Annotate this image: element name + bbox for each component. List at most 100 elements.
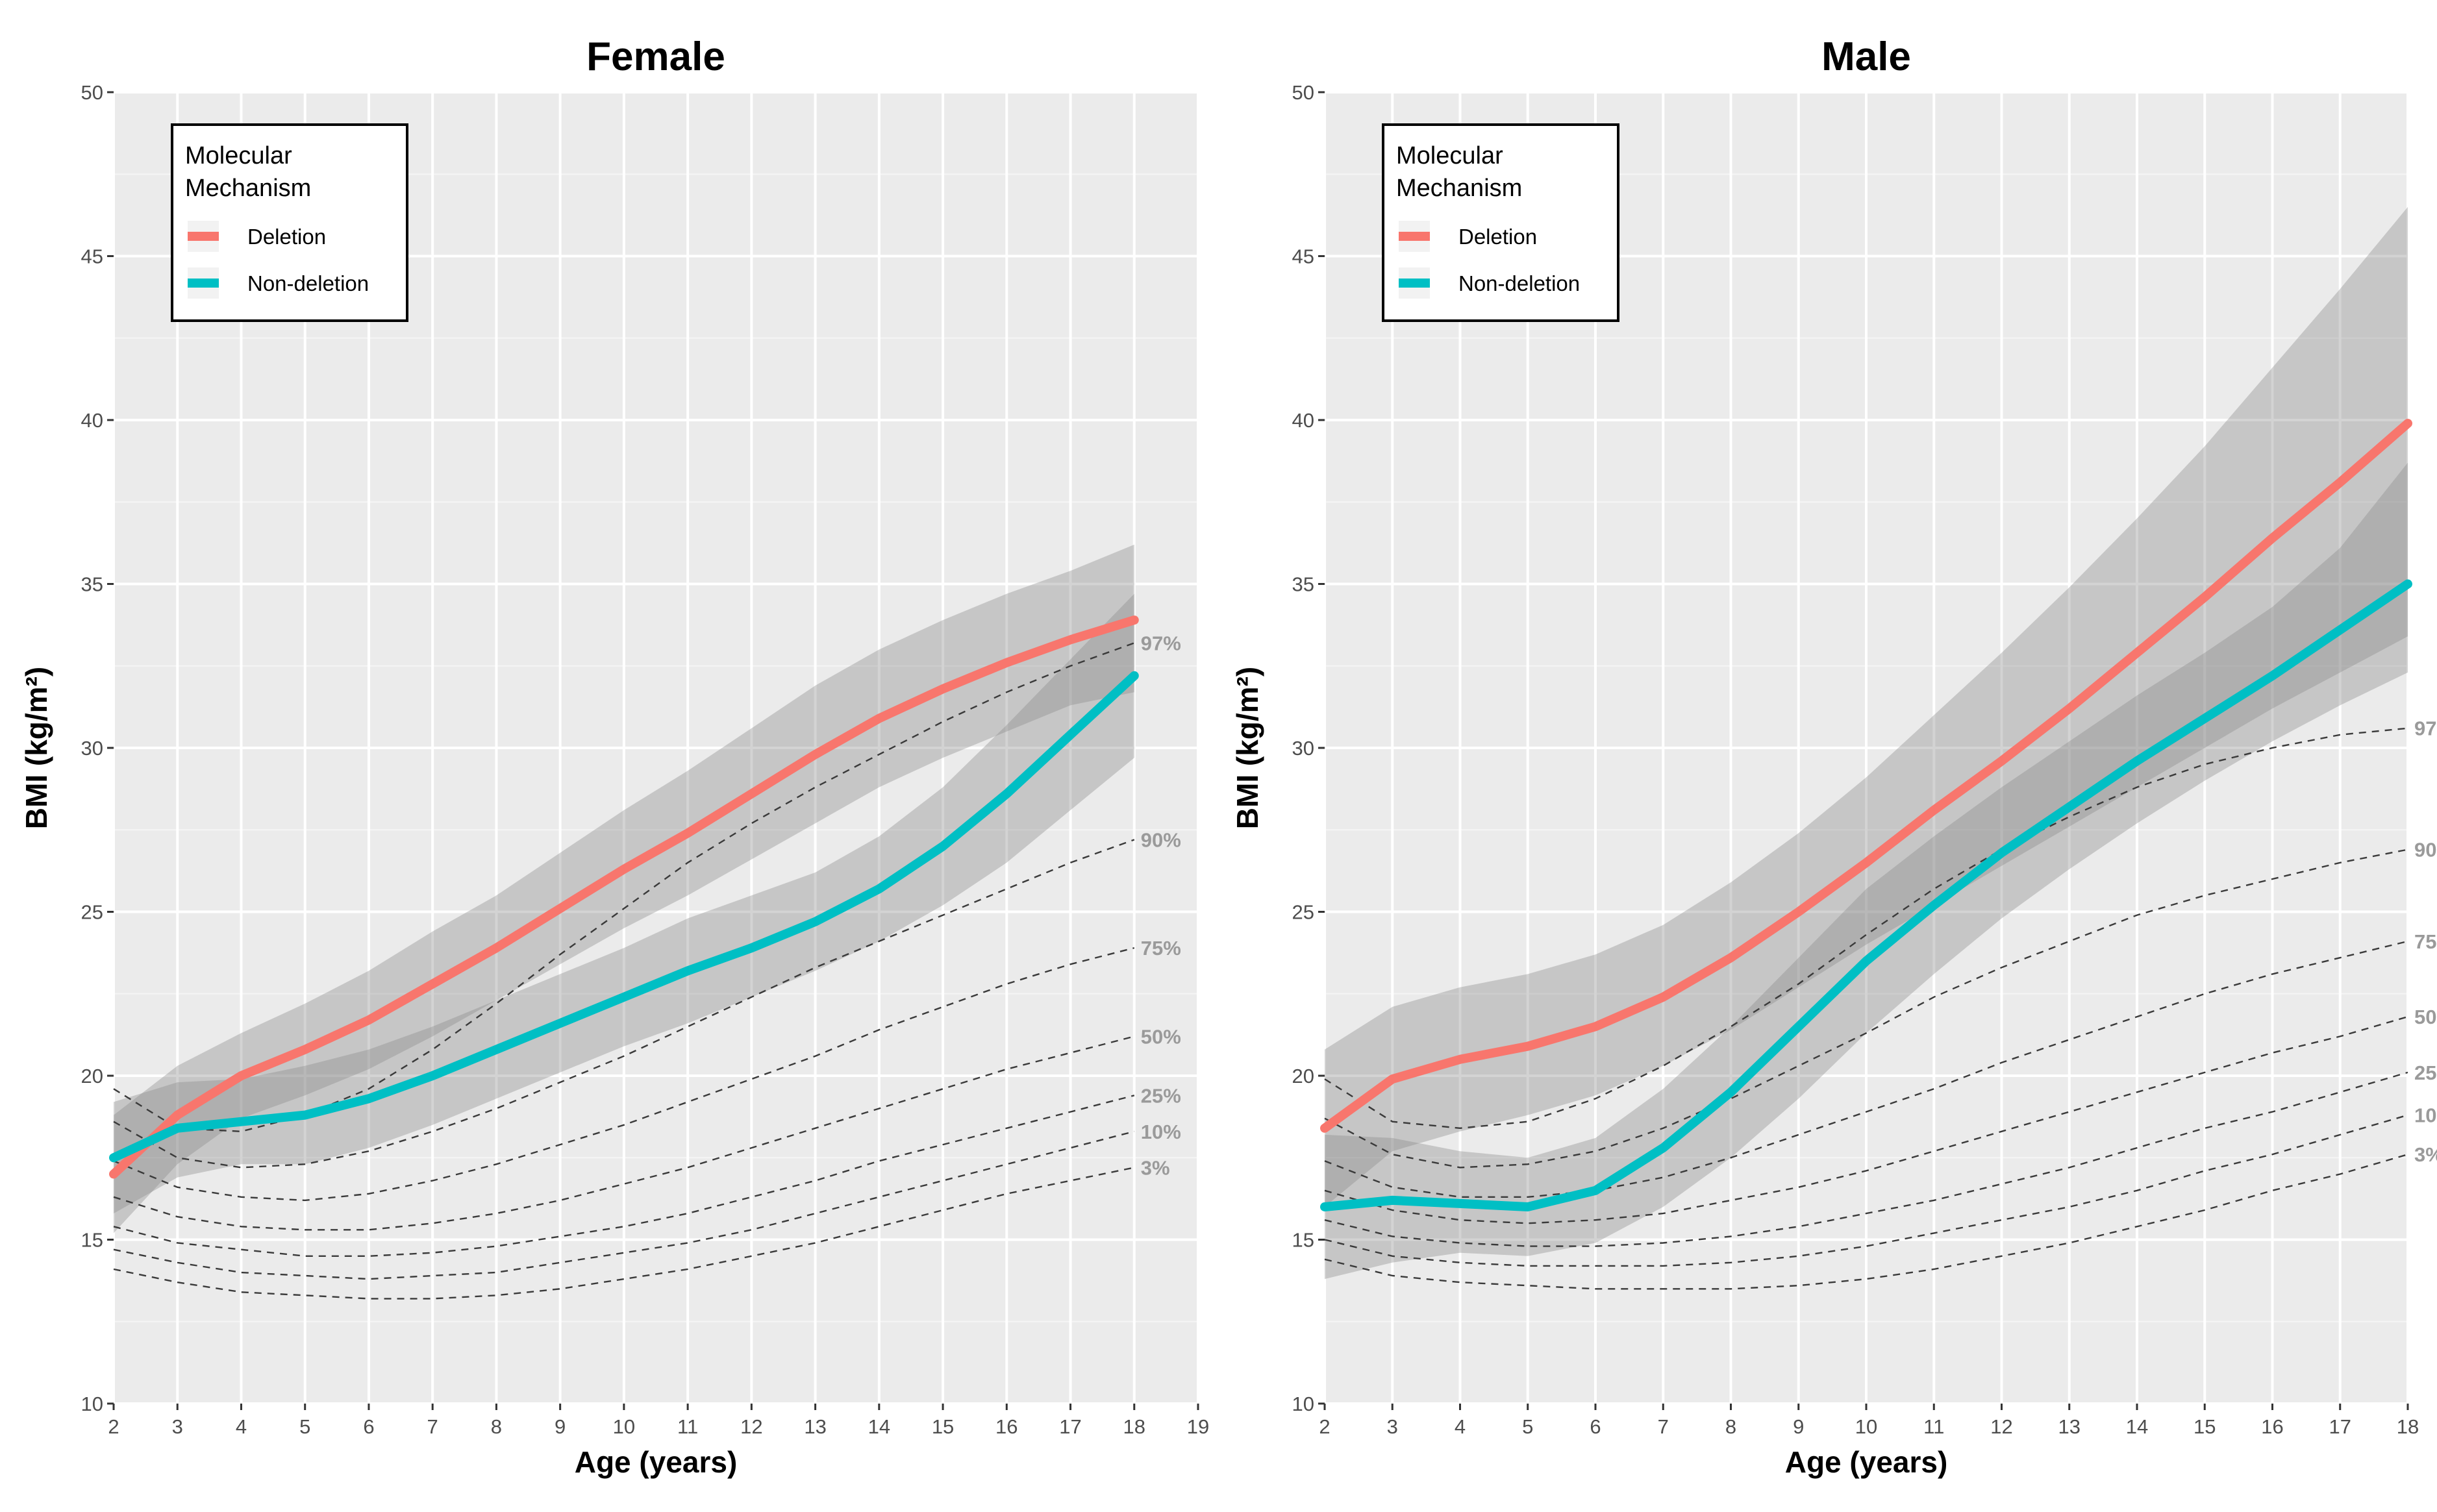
percentile-label: 97%: [2414, 717, 2437, 740]
y-tick-label: 15: [81, 1229, 103, 1252]
chart-panel-male: 97%90%75%50%25%10%3%10152025303540455023…: [1231, 34, 2437, 1479]
ci-band-deletion: [1325, 206, 2408, 1207]
percentile-curve: [113, 1095, 1135, 1258]
legend-label: Non-deletion: [1458, 271, 1580, 295]
x-tick-label: 12: [1990, 1415, 2012, 1438]
percentile-label: 50%: [2414, 1006, 2437, 1028]
x-tick-label: 14: [868, 1415, 890, 1438]
x-axis-title: Age (years): [575, 1445, 738, 1479]
legend-title: Mechanism: [185, 175, 311, 202]
y-tick-label: 45: [1292, 245, 1314, 268]
ci-band-non-deletion: [1325, 462, 2408, 1280]
x-tick-label: 15: [2193, 1415, 2216, 1438]
legend: Molecular Mechanism Deletion Non-deletion: [1382, 123, 1619, 322]
legend-label: Deletion: [1458, 225, 1537, 249]
y-tick-label: 50: [1292, 81, 1314, 104]
x-axis-title: Age (years): [1785, 1445, 1948, 1479]
y-tick-label: 15: [1292, 1229, 1314, 1252]
percentile-curve: [1324, 940, 2408, 1198]
y-tick-label: 45: [81, 245, 103, 268]
legend-title: Molecular: [1396, 142, 1503, 169]
series-line-deletion: [109, 615, 1139, 1179]
y-tick-label: 30: [81, 737, 103, 760]
percentile-curve: [113, 839, 1135, 1169]
chart-title: Male: [1821, 34, 1911, 79]
x-tick-label: 18: [1123, 1415, 1145, 1438]
x-tick-label: 19: [1187, 1415, 1209, 1438]
x-tick-label: 7: [427, 1415, 438, 1438]
percentile-label: 25%: [1141, 1084, 1181, 1107]
x-tick-label: 4: [1455, 1415, 1466, 1438]
percentile-label: 3%: [1141, 1156, 1170, 1179]
x-tick-label: 17: [1059, 1415, 1081, 1438]
percentile-curve: [113, 947, 1135, 1202]
x-tick-label: 10: [613, 1415, 635, 1438]
x-tick-label: 13: [804, 1415, 826, 1438]
percentile-curve: [1324, 1114, 2408, 1267]
y-tick-label: 10: [1292, 1393, 1314, 1415]
x-tick-label: 8: [1725, 1415, 1736, 1438]
percentile-curve: [113, 1035, 1135, 1231]
y-tick-label: 30: [1292, 737, 1314, 760]
x-tick-label: 5: [299, 1415, 310, 1438]
percentile-label: 90%: [2414, 839, 2437, 861]
percentile-label: 25%: [2414, 1061, 2437, 1084]
percentile-curve: [113, 1130, 1135, 1280]
y-tick-label: 40: [1292, 409, 1314, 432]
y-axis-title: BMI (kg/m²): [19, 667, 53, 829]
percentile-curve: [1324, 1071, 2408, 1247]
x-tick-label: 2: [1319, 1415, 1330, 1438]
x-tick-label: 3: [1387, 1415, 1398, 1438]
x-tick-label: 10: [1855, 1415, 1877, 1438]
x-tick-label: 11: [1923, 1415, 1944, 1438]
y-tick-label: 20: [81, 1065, 103, 1087]
legend-title: Mechanism: [1396, 175, 1522, 202]
x-tick-label: 11: [677, 1415, 698, 1438]
y-tick-label: 10: [81, 1393, 103, 1415]
x-tick-label: 9: [1793, 1415, 1804, 1438]
x-tick-label: 5: [1522, 1415, 1533, 1438]
x-tick-label: 9: [555, 1415, 566, 1438]
x-tick-label: 18: [2397, 1415, 2419, 1438]
x-tick-label: 6: [1590, 1415, 1601, 1438]
x-tick-label: 7: [1658, 1415, 1669, 1438]
y-tick-label: 40: [81, 409, 103, 432]
ci-band-non-deletion: [114, 593, 1134, 1214]
y-tick-label: 35: [81, 573, 103, 596]
percentile-label: 90%: [1141, 828, 1181, 851]
series-line-non-deletion: [1320, 579, 2412, 1211]
x-tick-label: 12: [740, 1415, 762, 1438]
x-tick-label: 2: [108, 1415, 119, 1438]
percentile-label: 97%: [1141, 632, 1181, 654]
percentile-label: 75%: [1141, 937, 1181, 960]
x-tick-label: 3: [172, 1415, 183, 1438]
percentile-label: 10%: [1141, 1121, 1181, 1143]
legend: Molecular Mechanism Deletion Non-deletion: [171, 123, 408, 322]
y-tick-label: 50: [81, 81, 103, 104]
x-tick-label: 6: [363, 1415, 374, 1438]
x-tick-label: 8: [491, 1415, 502, 1438]
legend-label: Deletion: [247, 225, 326, 249]
x-tick-label: 16: [995, 1415, 1018, 1438]
x-tick-label: 4: [236, 1415, 247, 1438]
series-line-non-deletion: [109, 671, 1139, 1163]
y-axis-title: BMI (kg/m²): [1231, 667, 1264, 829]
chart-title: Female: [586, 34, 725, 79]
legend-label: Non-deletion: [247, 271, 369, 295]
percentile-curve: [1324, 849, 2408, 1169]
series-line-deletion: [1320, 419, 2412, 1133]
legend-title: Molecular: [185, 142, 292, 169]
x-tick-label: 15: [932, 1415, 954, 1438]
percentile-label: 3%: [2414, 1143, 2437, 1166]
percentile-label: 50%: [1141, 1025, 1181, 1048]
x-tick-label: 16: [2261, 1415, 2283, 1438]
y-tick-label: 35: [1292, 573, 1314, 596]
x-tick-label: 14: [2126, 1415, 2148, 1438]
percentile-label: 10%: [2414, 1104, 2437, 1127]
y-tick-label: 25: [1292, 901, 1314, 924]
x-tick-label: 13: [2058, 1415, 2081, 1438]
y-tick-label: 25: [81, 901, 103, 924]
percentile-curve: [1324, 1015, 2408, 1224]
percentile-curve: [113, 1167, 1135, 1300]
